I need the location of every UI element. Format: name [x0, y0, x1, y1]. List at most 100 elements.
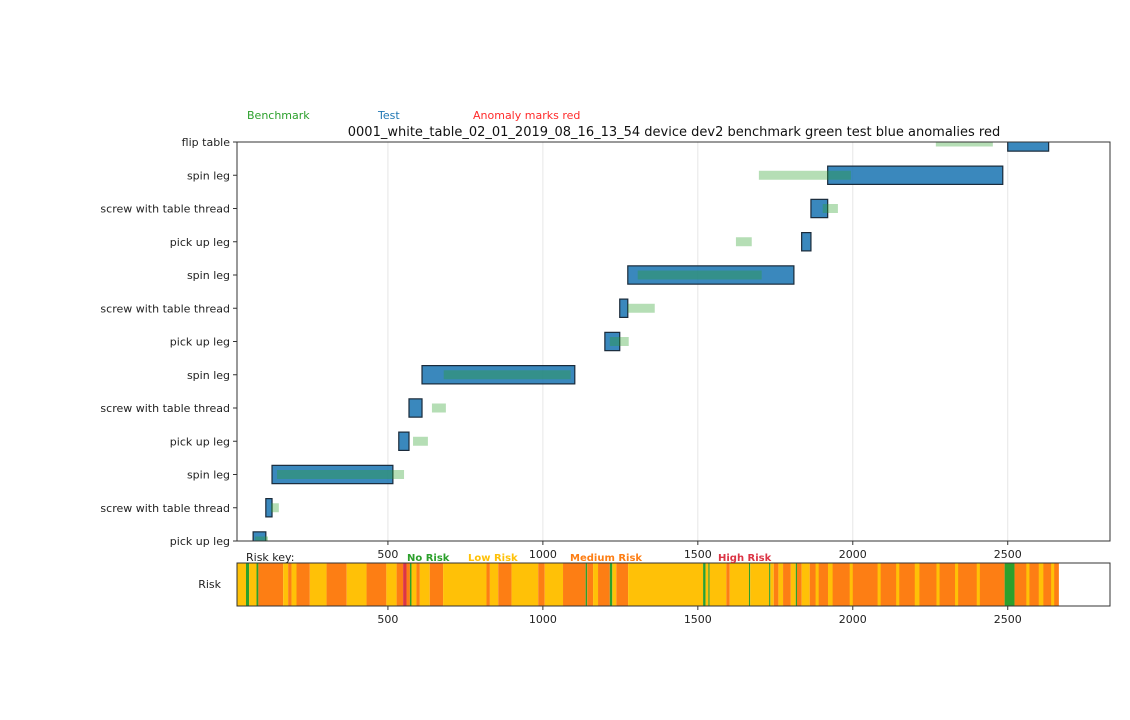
- test-bar: [398, 431, 410, 451]
- test-bar: [1007, 142, 1050, 152]
- y-tick-label: spin leg: [187, 169, 230, 182]
- risk-segment: [416, 563, 420, 606]
- benchmark-bar: [443, 370, 571, 380]
- benchmark-bar: [609, 337, 629, 346]
- risk-x-tick-label: 1000: [529, 613, 557, 626]
- risk-segment: [796, 563, 802, 606]
- risk-segment: [511, 563, 539, 606]
- test-bar: [627, 265, 795, 285]
- benchmark-bar: [413, 436, 428, 446]
- risk-segment: [815, 563, 819, 606]
- y-tick-label: spin leg: [187, 369, 230, 382]
- y-tick-label: spin leg: [187, 469, 230, 482]
- risk-segment: [726, 563, 730, 606]
- risk-segment: [283, 563, 289, 606]
- risk-axes-frame: [236, 562, 1111, 607]
- risk-segment: [729, 563, 749, 606]
- risk-segment: [419, 563, 430, 606]
- risk-segment: [256, 563, 259, 606]
- risk-strip: [237, 563, 1059, 606]
- risk-segment: [585, 563, 588, 606]
- y-tick-labels: pick up leg screw with table thread spin l…: [100, 136, 237, 548]
- risk-segment: [1026, 563, 1030, 606]
- risk-x-tick-label: 1500: [684, 613, 712, 626]
- benchmark-bar: [758, 170, 851, 180]
- risk-segment: [296, 563, 310, 606]
- risk-segment: [489, 563, 499, 606]
- y-tick-label: screw with table thread: [100, 502, 230, 515]
- test-bar: [801, 232, 812, 252]
- risk-segment: [544, 563, 564, 606]
- risk-segment: [346, 563, 367, 606]
- y-tick-label: pick up leg: [170, 435, 230, 448]
- risk-segment: [1051, 563, 1055, 606]
- risk-segment: [538, 563, 545, 606]
- risk-segment: [616, 563, 629, 606]
- benchmark-bar: [735, 237, 752, 247]
- risk-segment: [770, 563, 774, 606]
- risk-segment: [1038, 563, 1044, 606]
- risk-segment: [288, 563, 292, 606]
- x-tick-label: 2000: [839, 548, 867, 561]
- risk-segment: [748, 563, 751, 606]
- risk-segment: [411, 563, 417, 606]
- risk-segment: [790, 563, 796, 606]
- risk-segment: [773, 563, 779, 606]
- test-bar: [265, 498, 273, 518]
- risk-segment: [612, 563, 617, 606]
- risk-x-tick-label: 500: [377, 613, 398, 626]
- risk-x-tick-labels: 500 1000 1500 2000 2500: [377, 613, 1021, 626]
- benchmark-bar: [271, 503, 279, 513]
- risk-segment: [628, 563, 704, 606]
- risk-segment: [877, 563, 881, 606]
- test-bar: [810, 198, 829, 219]
- risk-x-tick-label: 2500: [994, 613, 1022, 626]
- risk-segment: [783, 563, 791, 606]
- x-tick-label: 1500: [684, 548, 712, 561]
- y-tick-label: screw with table thread: [100, 302, 230, 315]
- risk-segment: [486, 563, 490, 606]
- test-bar: [604, 331, 621, 352]
- risk-segment: [409, 563, 412, 606]
- risk-segment: [443, 563, 487, 606]
- y-tick-label: screw with table thread: [100, 402, 230, 415]
- y-tick-label: pick up leg: [170, 535, 230, 548]
- risk-segment: [237, 563, 246, 606]
- risk-key-medium-risk: Medium Risk: [570, 553, 642, 564]
- benchmark-bar: [254, 536, 268, 541]
- risk-key-high-risk: High Risk: [718, 553, 772, 564]
- risk-segment: [750, 563, 770, 606]
- risk-segment: [309, 563, 327, 606]
- risk-segment: [587, 563, 594, 606]
- risk-segment: [598, 563, 610, 606]
- risk-segment: [955, 563, 959, 606]
- risk-segment: [396, 563, 404, 606]
- risk-x-tick-label: 2000: [839, 613, 867, 626]
- chart-title: 0001_white_table_02_01_2019_08_16_13_54 …: [348, 125, 1000, 140]
- risk-segment: [609, 563, 613, 606]
- risk-segment: [366, 563, 387, 606]
- benchmark-bar: [276, 470, 405, 479]
- risk-segment: [801, 563, 810, 606]
- benchmark-bar: [627, 303, 655, 313]
- y-tick-label: spin leg: [187, 269, 230, 282]
- risk-segment: [1004, 563, 1015, 606]
- test-bar: [421, 365, 576, 385]
- x-tick-labels: 500 1000 1500 2000 2500: [377, 548, 1021, 561]
- risk-segment: [778, 563, 784, 606]
- test-bar: [252, 531, 267, 541]
- risk-segment: [498, 563, 512, 606]
- risk-segment: [769, 563, 771, 606]
- x-tick-label: 2500: [994, 548, 1022, 561]
- risk-segment: [406, 563, 410, 606]
- risk-segment: [809, 563, 1005, 606]
- x-tick-label: 1000: [529, 548, 557, 561]
- test-bar: [271, 464, 394, 485]
- benchmark-bar: [637, 270, 762, 280]
- risk-segment: [429, 563, 444, 606]
- risk-segment: [703, 563, 706, 606]
- risk-segment: [795, 563, 797, 606]
- risk-segment: [976, 563, 980, 606]
- risk-segment: [258, 563, 284, 606]
